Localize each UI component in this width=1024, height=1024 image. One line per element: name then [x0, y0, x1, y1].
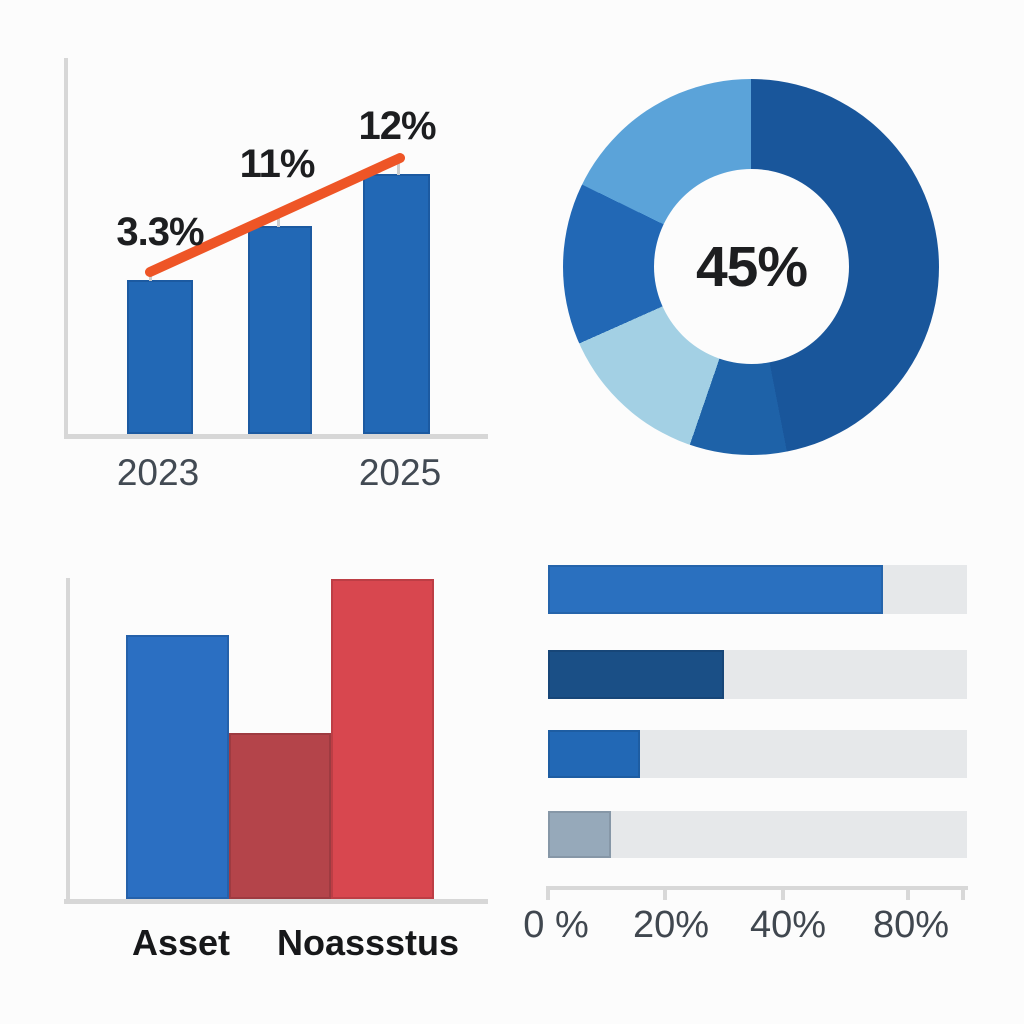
asset-bar-3 — [331, 579, 434, 899]
x-tick-asset: Asset — [131, 922, 231, 963]
trend-line-stroke — [145, 153, 405, 277]
asset-bar-2 — [229, 733, 331, 899]
progress-axis-tick-1 — [546, 886, 550, 900]
progress-axis-tick-2 — [663, 886, 668, 900]
growth-chart-x-axis — [64, 434, 488, 439]
asset-bar-1 — [126, 635, 229, 899]
x-tick-noassstus: Noassstus — [276, 922, 460, 963]
progress-row-4 — [548, 811, 967, 858]
asset-bar-chart: Asset Noassstus — [0, 512, 512, 1024]
progress-fill-1 — [548, 565, 884, 614]
x-tick-0pct: 0 % — [523, 904, 589, 946]
progress-row-2 — [548, 650, 967, 699]
progress-track-2 — [548, 650, 967, 699]
progress-x-axis-ticks — [546, 886, 967, 900]
bar3-leader-tick — [397, 157, 400, 175]
progress-fill-3 — [548, 730, 641, 778]
progress-fill-4 — [548, 811, 611, 858]
donut-hole: 45% — [654, 169, 849, 364]
bar3-value-label: 12% — [358, 104, 436, 148]
growth-bar-2 — [248, 226, 312, 434]
asset-chart-y-axis — [66, 578, 70, 904]
x-tick-40pct: 40% — [749, 904, 827, 946]
progress-x-axis — [548, 886, 968, 890]
bar2-leader-tick — [277, 213, 280, 227]
progress-track-3 — [548, 730, 967, 778]
progress-axis-tick-3 — [780, 886, 785, 900]
growth-bar-chart: 3.3% 11% 12% 2023 2025 — [0, 0, 512, 512]
x-tick-80pct: 80% — [872, 904, 950, 946]
progress-row-3 — [548, 730, 967, 778]
x-tick-2023: 2023 — [116, 452, 200, 493]
growth-bar-1 — [127, 280, 193, 434]
growth-chart-y-axis — [64, 58, 68, 438]
x-tick-2025: 2025 — [358, 452, 442, 493]
donut-center-label: 45% — [695, 234, 808, 299]
progress-row-1 — [548, 565, 967, 614]
progress-track-4 — [548, 811, 967, 858]
trend-line — [145, 153, 405, 277]
bar2-value-label: 11% — [239, 142, 316, 186]
bar1-value-label: 3.3% — [116, 210, 204, 254]
progress-fill-2 — [548, 650, 724, 699]
progress-track-1 — [548, 565, 967, 614]
x-tick-20pct: 20% — [632, 904, 710, 946]
asset-chart-x-axis — [64, 899, 488, 904]
progress-axis-tick-5 — [960, 886, 965, 900]
progress-axis-tick-4 — [906, 886, 911, 900]
growth-bar-3 — [363, 174, 430, 434]
